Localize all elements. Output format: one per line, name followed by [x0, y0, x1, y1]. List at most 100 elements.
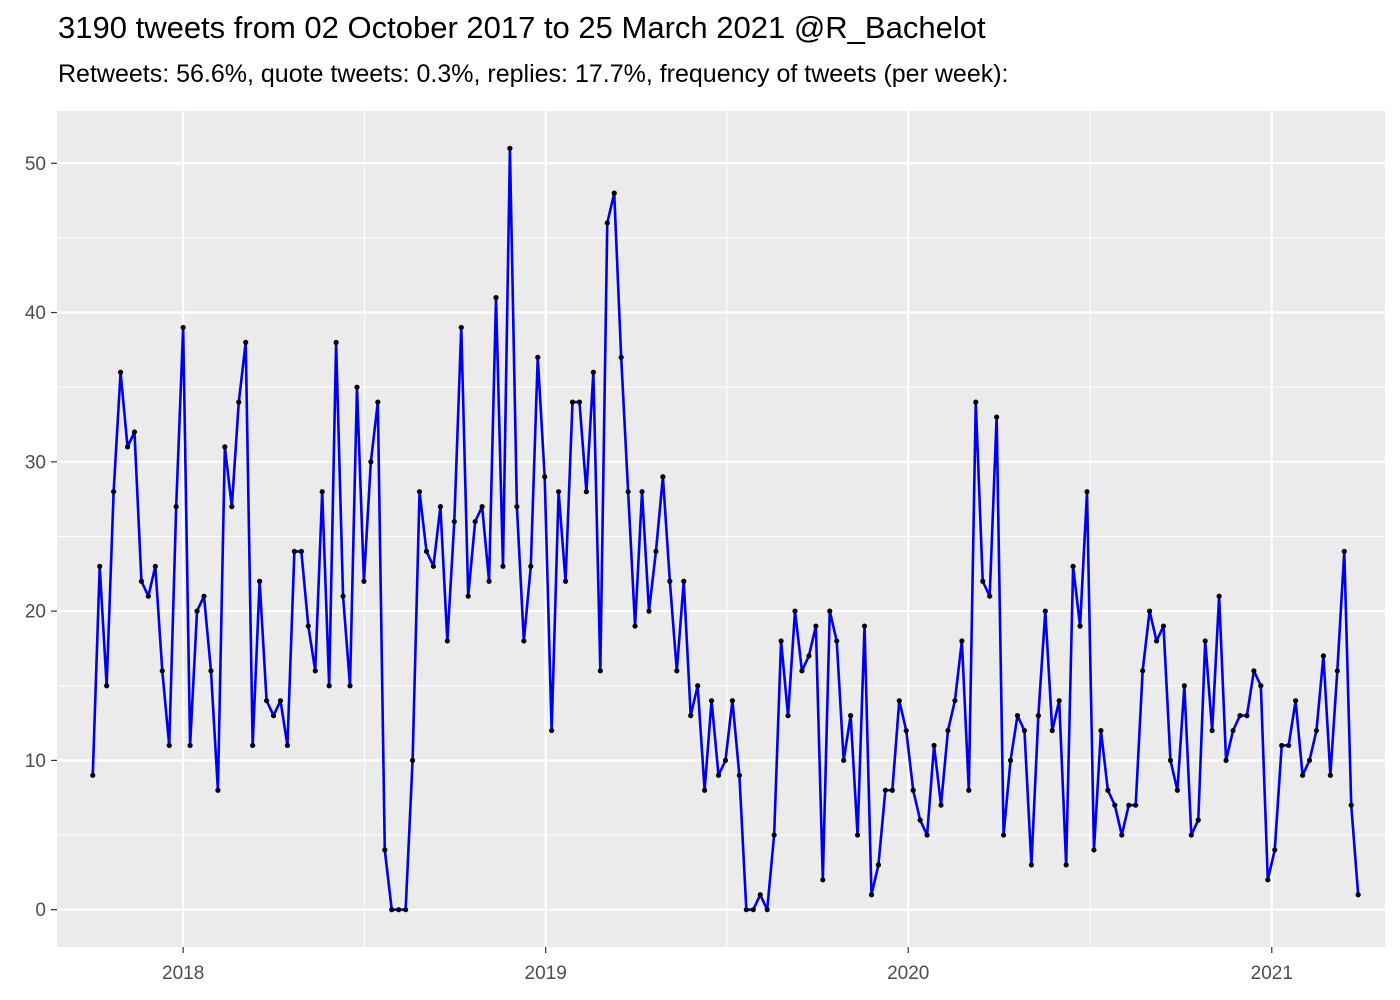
data-point [458, 324, 464, 331]
data-point [792, 608, 798, 614]
data-point [493, 295, 499, 301]
y-tick-label: 40 [25, 303, 46, 324]
data-point [1188, 832, 1194, 838]
minor-gridlines [57, 111, 1385, 947]
data-point [187, 742, 193, 749]
data-point [917, 817, 923, 823]
data-point [361, 578, 367, 584]
data-point [1063, 862, 1069, 868]
data-point [1293, 698, 1299, 704]
data-point [1237, 713, 1243, 719]
data-point [583, 489, 590, 495]
data-point [1049, 727, 1055, 734]
data-point [1105, 787, 1111, 793]
data-point [1327, 772, 1333, 778]
axis-labels: 0 10 20 30 40 50 2018 2019 2020 2021 [25, 154, 1293, 984]
data-point [270, 713, 277, 719]
data-point [382, 847, 388, 853]
data-point [896, 698, 902, 704]
x-tick-label: 2021 [1251, 963, 1293, 984]
data-point [208, 668, 214, 674]
data-point [722, 757, 729, 763]
data-point [632, 623, 638, 629]
y-tick-label: 30 [25, 452, 46, 473]
data-point [500, 563, 506, 569]
data-point [952, 698, 958, 704]
data-point [1230, 727, 1236, 734]
data-point [507, 145, 513, 151]
data-point [681, 578, 687, 584]
y-tick-label: 50 [25, 154, 46, 175]
data-point [1007, 757, 1014, 763]
data-point [1021, 727, 1028, 734]
data-point [987, 593, 993, 599]
data-point [1014, 713, 1021, 719]
data-point [556, 489, 562, 495]
data-point [257, 578, 263, 584]
data-point [1042, 608, 1048, 614]
data-point [1167, 757, 1174, 763]
data-point [326, 683, 332, 689]
data-point [229, 504, 235, 510]
data-point [1341, 548, 1347, 554]
data-point [465, 593, 471, 599]
data-point [535, 354, 541, 360]
data-point [903, 727, 909, 734]
data-point [702, 787, 708, 793]
data-point [479, 504, 485, 510]
data-point [542, 474, 548, 480]
data-point [131, 429, 138, 435]
data-point [562, 578, 569, 584]
data-point [924, 832, 930, 838]
data-point [403, 907, 409, 913]
data-point [764, 907, 770, 913]
data-point [1209, 727, 1215, 734]
data-point [1126, 802, 1132, 808]
data-point [875, 862, 882, 868]
data-point [1028, 862, 1034, 868]
data-point [868, 892, 875, 898]
data-point [1077, 623, 1083, 629]
data-point [938, 802, 944, 808]
y-tick-label: 0 [35, 900, 46, 921]
data-point [729, 698, 736, 704]
data-point [945, 727, 951, 734]
data-point [625, 489, 631, 495]
data-point [820, 877, 826, 883]
data-point [117, 369, 124, 375]
data-point [1160, 623, 1167, 629]
data-point [980, 578, 986, 584]
data-point [813, 623, 819, 629]
data-point [688, 713, 694, 719]
data-point [910, 787, 916, 793]
data-point [576, 399, 583, 405]
data-point [1320, 653, 1327, 659]
data-point [1056, 698, 1062, 704]
data-point [528, 563, 534, 569]
data-point [1313, 727, 1320, 734]
data-point [138, 578, 145, 584]
data-point [667, 578, 673, 584]
data-point [639, 489, 645, 495]
data-point [124, 444, 131, 450]
data-point [1119, 832, 1125, 838]
data-point [1174, 787, 1181, 793]
data-point [604, 220, 610, 226]
data-point [1272, 847, 1278, 853]
data-point [889, 787, 895, 793]
data-point [159, 668, 165, 674]
data-point [389, 907, 395, 913]
data-point [430, 563, 437, 569]
data-point [660, 474, 666, 480]
data-point [778, 638, 784, 644]
data-point [708, 698, 715, 704]
data-point [201, 593, 207, 599]
data-point [834, 638, 840, 644]
data-point [1181, 683, 1187, 689]
data-point [549, 727, 555, 734]
data-point [715, 772, 722, 778]
data-point [841, 757, 847, 763]
data-point [1216, 593, 1222, 599]
data-point [104, 683, 110, 689]
data-point [653, 548, 659, 554]
